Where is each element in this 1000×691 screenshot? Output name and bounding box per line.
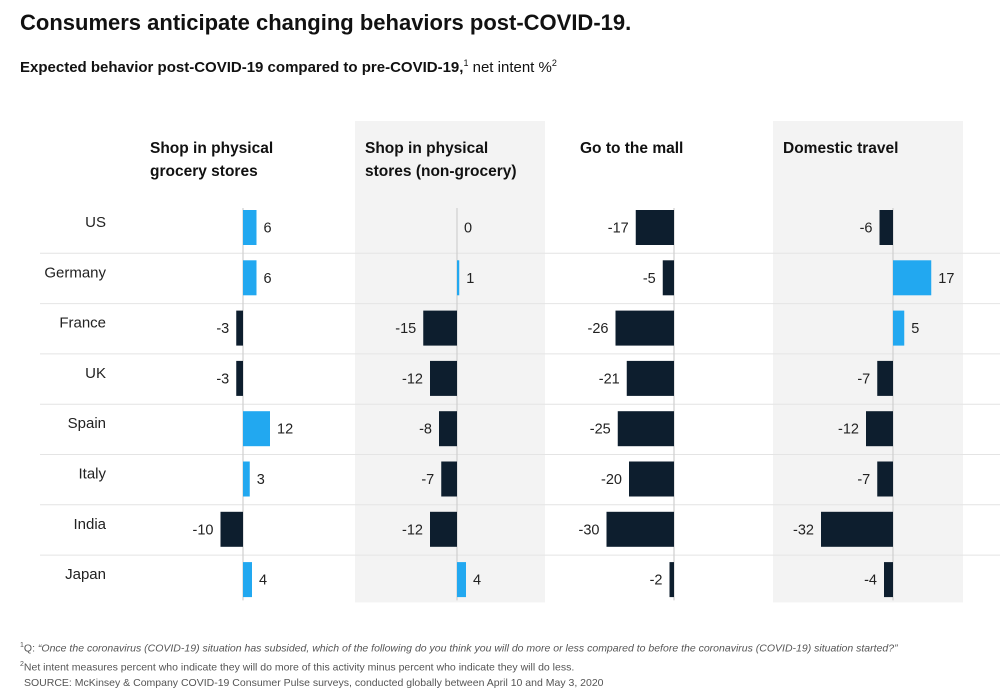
panel-title: Domestic travel — [783, 140, 898, 157]
bar — [893, 310, 905, 346]
data-label: -7 — [857, 472, 870, 488]
footnote-1-marker: 1 — [20, 642, 24, 649]
data-label: 6 — [264, 271, 272, 287]
data-label: 17 — [938, 271, 954, 287]
data-label: 6 — [264, 221, 272, 237]
footnote-2-marker: 2 — [20, 660, 24, 668]
bar — [423, 310, 457, 346]
data-label: -32 — [793, 522, 814, 538]
source-note: SOURCE: McKinsey & Company COVID-19 Cons… — [24, 677, 604, 689]
bar — [606, 511, 674, 547]
bar — [441, 461, 457, 497]
bar — [220, 511, 243, 547]
subtitle-unit: net intent % — [468, 59, 552, 76]
footnote-2-text: Net intent measures percent who indicate… — [23, 661, 575, 673]
chart-title: Consumers anticipate changing behaviors … — [20, 10, 632, 35]
subtitle-footnote-1: 1 — [463, 58, 469, 68]
bar — [662, 260, 674, 296]
data-label: -10 — [193, 522, 214, 538]
bar — [877, 360, 893, 396]
category-label: US — [85, 214, 106, 231]
bar — [236, 360, 243, 396]
category-label: India — [73, 516, 106, 533]
bar — [877, 461, 893, 497]
bar — [430, 511, 457, 547]
category-label: France — [59, 315, 106, 332]
subtitle-bold: Expected behavior post-COVID-19 compared… — [20, 59, 464, 76]
bar — [457, 562, 466, 598]
data-label: 1 — [466, 271, 474, 287]
bar — [615, 310, 674, 346]
data-label: 12 — [277, 422, 293, 438]
bar — [243, 411, 270, 447]
bar — [866, 411, 893, 447]
footnotes: 1Q: “Once the coronavirus (COVID-19) sit… — [20, 638, 980, 691]
data-label: -3 — [216, 321, 229, 337]
data-label: -25 — [590, 422, 611, 438]
bar — [430, 360, 457, 396]
data-label: -2 — [650, 573, 663, 589]
data-label: -7 — [421, 472, 434, 488]
data-label: -3 — [216, 371, 229, 387]
category-label: Germany — [44, 264, 106, 281]
data-label: 5 — [911, 321, 919, 337]
data-label: 4 — [259, 573, 267, 589]
data-label: 0 — [464, 221, 472, 237]
subtitle-footnote-2: 2 — [551, 58, 557, 68]
data-label: -12 — [402, 522, 423, 538]
bar — [635, 210, 674, 245]
bar — [457, 260, 460, 296]
data-label: -5 — [643, 271, 656, 287]
bar — [821, 511, 893, 547]
bar — [617, 411, 674, 447]
footnote-1-prefix: Q: — [23, 642, 38, 655]
bar — [236, 310, 243, 346]
data-label: -12 — [838, 422, 859, 438]
bar — [626, 360, 674, 396]
data-label: 3 — [257, 472, 265, 488]
bar — [243, 461, 250, 497]
panel-title: Go to the mall — [580, 140, 683, 157]
bar — [884, 562, 893, 598]
panel-title: grocery stores — [150, 163, 258, 180]
category-label: Japan — [65, 566, 106, 583]
category-label: Spain — [68, 415, 106, 432]
data-label: -12 — [402, 371, 423, 387]
footnote-2: 2Net intent measures percent who indicat… — [20, 657, 980, 676]
bar — [879, 210, 893, 245]
panel-title: Shop in physical — [150, 140, 273, 157]
bar — [629, 461, 674, 497]
data-label: -4 — [864, 573, 877, 589]
data-label: -21 — [599, 371, 620, 387]
bar — [243, 260, 257, 296]
data-label: -26 — [588, 321, 609, 337]
bar — [439, 411, 457, 447]
bar — [669, 562, 674, 598]
data-label: -6 — [860, 221, 873, 237]
footnote-1-question: “Once the coronavirus (COVID-19) situati… — [37, 642, 898, 655]
data-label: 4 — [473, 573, 481, 589]
data-label: -8 — [419, 422, 432, 438]
bar — [893, 260, 932, 296]
category-label: UK — [85, 365, 106, 382]
bar — [243, 210, 257, 245]
data-label: -15 — [395, 321, 416, 337]
bar — [243, 562, 252, 598]
category-label: Italy — [78, 466, 106, 483]
panel-title: stores (non-grocery) — [365, 163, 517, 180]
panel-title: Shop in physical — [365, 140, 488, 157]
data-label: -7 — [857, 371, 870, 387]
data-label: -30 — [579, 522, 600, 538]
chart-subtitle: Expected behavior post-COVID-19 compared… — [20, 58, 557, 76]
data-label: -17 — [608, 221, 629, 237]
data-label: -20 — [601, 472, 622, 488]
footnote-1: 1Q: “Once the coronavirus (COVID-19) sit… — [20, 638, 980, 657]
